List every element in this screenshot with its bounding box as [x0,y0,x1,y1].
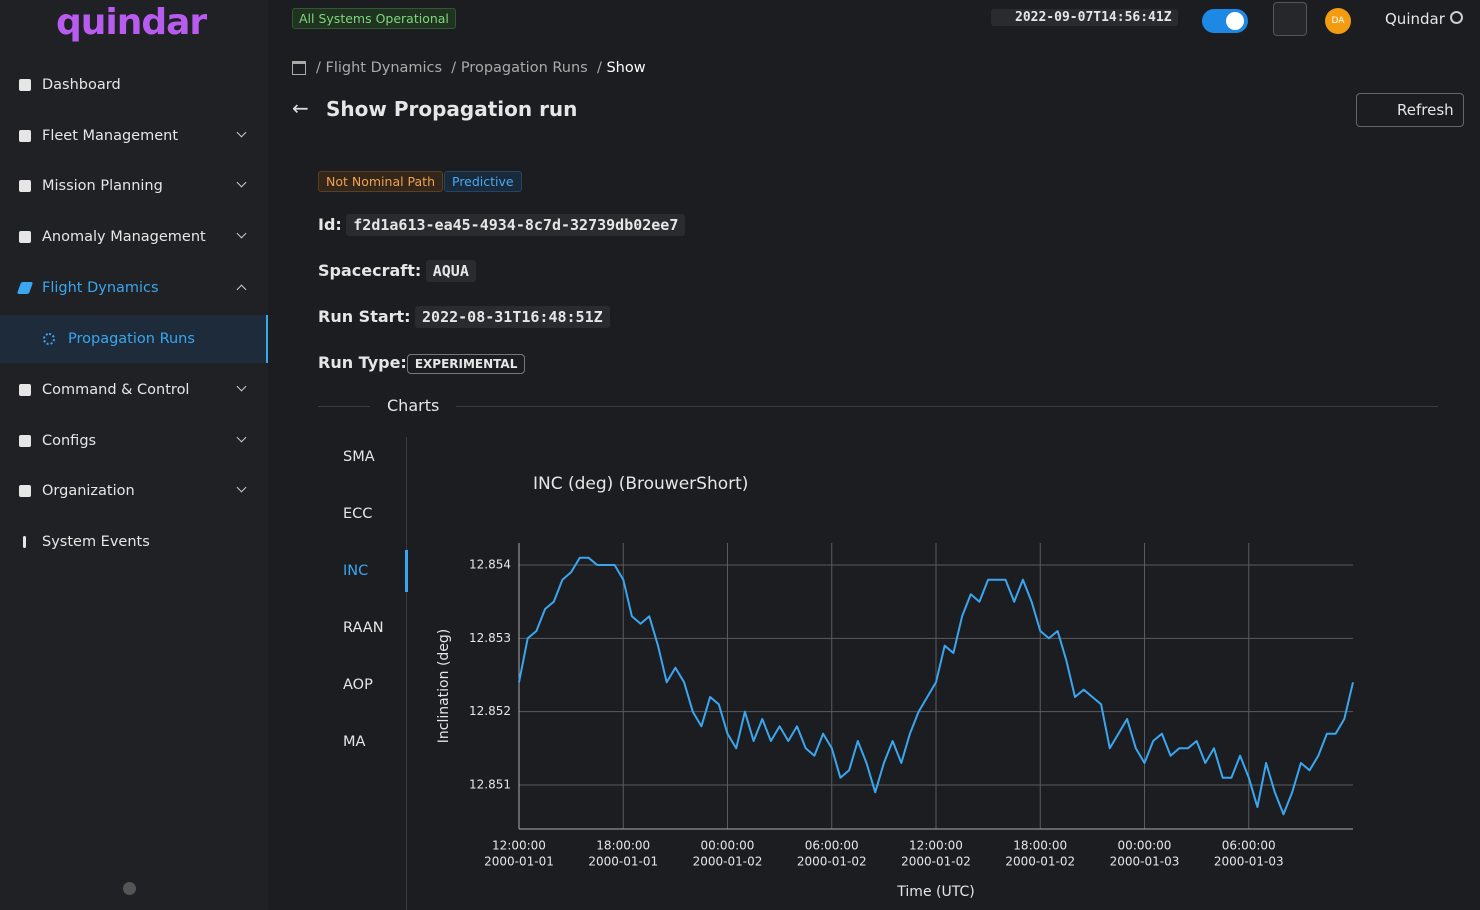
x-tick-label: 2000-01-02 [1005,855,1075,869]
breadcrumb: / Flight Dynamics / Propagation Runs / S… [316,60,646,76]
x-tick-label: 00:00:00 [1118,839,1172,853]
announce-button[interactable] [1273,2,1307,36]
chart-tab[interactable]: AOP [343,677,373,693]
nav-item[interactable]: Mission Planning [0,176,268,196]
x-tick-label: 2000-01-02 [797,855,867,869]
x-tick-label: 2000-01-01 [484,855,554,869]
field-label: Id: [318,215,342,234]
nav-label[interactable]: Anomaly Management [42,229,206,245]
x-tick-label: 12:00:00 [909,839,963,853]
x-tick-label: 18:00:00 [596,839,650,853]
field-value: AQUA [425,260,476,282]
tag: Not Nominal Path [318,171,444,192]
nav-item[interactable]: Propagation Runs [0,329,268,349]
charts-heading: Charts [387,396,440,415]
field: Id: f2d1a613-ea45-4934-8c7d-32739db02ee7 [318,214,686,236]
x-tick-label: 2000-01-03 [1110,855,1180,869]
chart-tab[interactable]: MA [343,734,366,750]
avatar[interactable]: DA [1325,8,1351,34]
status-badge: All Systems Operational [292,8,456,29]
x-tick-label: 12:00:00 [492,839,546,853]
chart-tab[interactable]: SMA [343,449,375,465]
nav-label[interactable]: Mission Planning [42,178,163,194]
nav-item[interactable]: Dashboard [0,75,268,95]
nav-label[interactable]: Fleet Management [42,128,179,144]
y-axis-label: Inclination (deg) [436,629,452,744]
field: Spacecraft: AQUA [318,260,476,282]
chart-title: INC (deg) (BrouwerShort) [533,474,748,494]
y-tick-label: 12.854 [469,558,511,572]
chart-tab[interactable]: ECC [343,506,373,522]
x-tick-label: 18:00:00 [1013,839,1067,853]
data-line [518,556,1354,816]
brand: quindar [56,2,207,43]
nav-label[interactable]: Command & Control [42,382,190,398]
y-tick-label: 12.852 [469,704,511,718]
nav-item[interactable]: Configs [0,431,268,451]
x-tick-label: 2000-01-02 [693,855,763,869]
settings-icon[interactable] [1450,11,1463,24]
x-tick-label: 2000-01-01 [588,855,658,869]
field-value: f2d1a613-ea45-4934-8c7d-32739db02ee7 [346,214,686,236]
nav-item[interactable]: Command & Control [0,380,268,400]
collapse-button[interactable] [123,882,136,895]
x-axis-label: Time (UTC) [896,884,974,900]
nav-label[interactable]: Dashboard [42,77,121,93]
divider [318,406,370,407]
tab-rail [406,437,407,910]
nav-label[interactable]: Flight Dynamics [42,280,159,296]
clock: 2022-09-07T14:56:41Z [991,9,1178,26]
y-tick-label: 12.851 [469,778,511,792]
field-label: Run Start: [318,307,411,326]
tab-indicator [405,550,408,592]
theme-toggle[interactable] [1202,9,1248,33]
field-value: 2022-08-31T16:48:51Z [415,306,610,328]
crumb[interactable]: Propagation Runs [460,60,588,76]
chart-tab[interactable]: INC [343,563,369,579]
nav-label[interactable]: Configs [42,433,97,449]
nav-item[interactable]: Flight Dynamics [0,278,268,298]
divider [456,406,1438,407]
chart-tab[interactable]: RAAN [343,620,384,636]
field: Run Start: 2022-08-31T16:48:51Z [318,306,610,328]
x-tick-label: 00:00:00 [701,839,755,853]
user-name[interactable]: Quindar [1385,10,1445,28]
nav-item[interactable]: System Events [0,532,268,552]
x-tick-label: 2000-01-03 [1214,855,1284,869]
x-tick-label: 06:00:00 [805,839,859,853]
field-value: EXPERIMENTAL [406,354,526,374]
crumb[interactable]: Flight Dynamics [325,60,443,76]
nav-label[interactable]: Propagation Runs [68,331,195,347]
field-label: Spacecraft: [318,261,422,280]
refresh-label[interactable]: Refresh [1397,101,1454,119]
refresh-button[interactable]: Refresh [1356,93,1464,127]
y-tick-label: 12.853 [469,631,511,645]
page-title: Show Propagation run [326,97,578,121]
sidebar: quindar Dashboard Fleet Management Missi… [0,0,268,910]
nav-item[interactable]: Fleet Management [0,126,268,146]
tag: Predictive [444,171,522,192]
nav-label[interactable]: Organization [42,483,135,499]
nav-item[interactable]: Anomaly Management [0,227,268,247]
chart: INC (deg) (BrouwerShort) Time (UTC) Incl… [436,474,1354,900]
nav-label[interactable]: System Events [42,534,150,550]
x-tick-label: 06:00:00 [1222,839,1276,853]
field-label: Run Type: [318,353,407,372]
x-tick-label: 2000-01-02 [901,855,971,869]
field: Run Type: EXPERIMENTAL [318,353,526,374]
home-icon[interactable] [292,61,306,75]
crumb: Show [606,60,646,76]
back-arrow[interactable]: ← [292,96,309,120]
nav-item[interactable]: Organization [0,481,268,501]
